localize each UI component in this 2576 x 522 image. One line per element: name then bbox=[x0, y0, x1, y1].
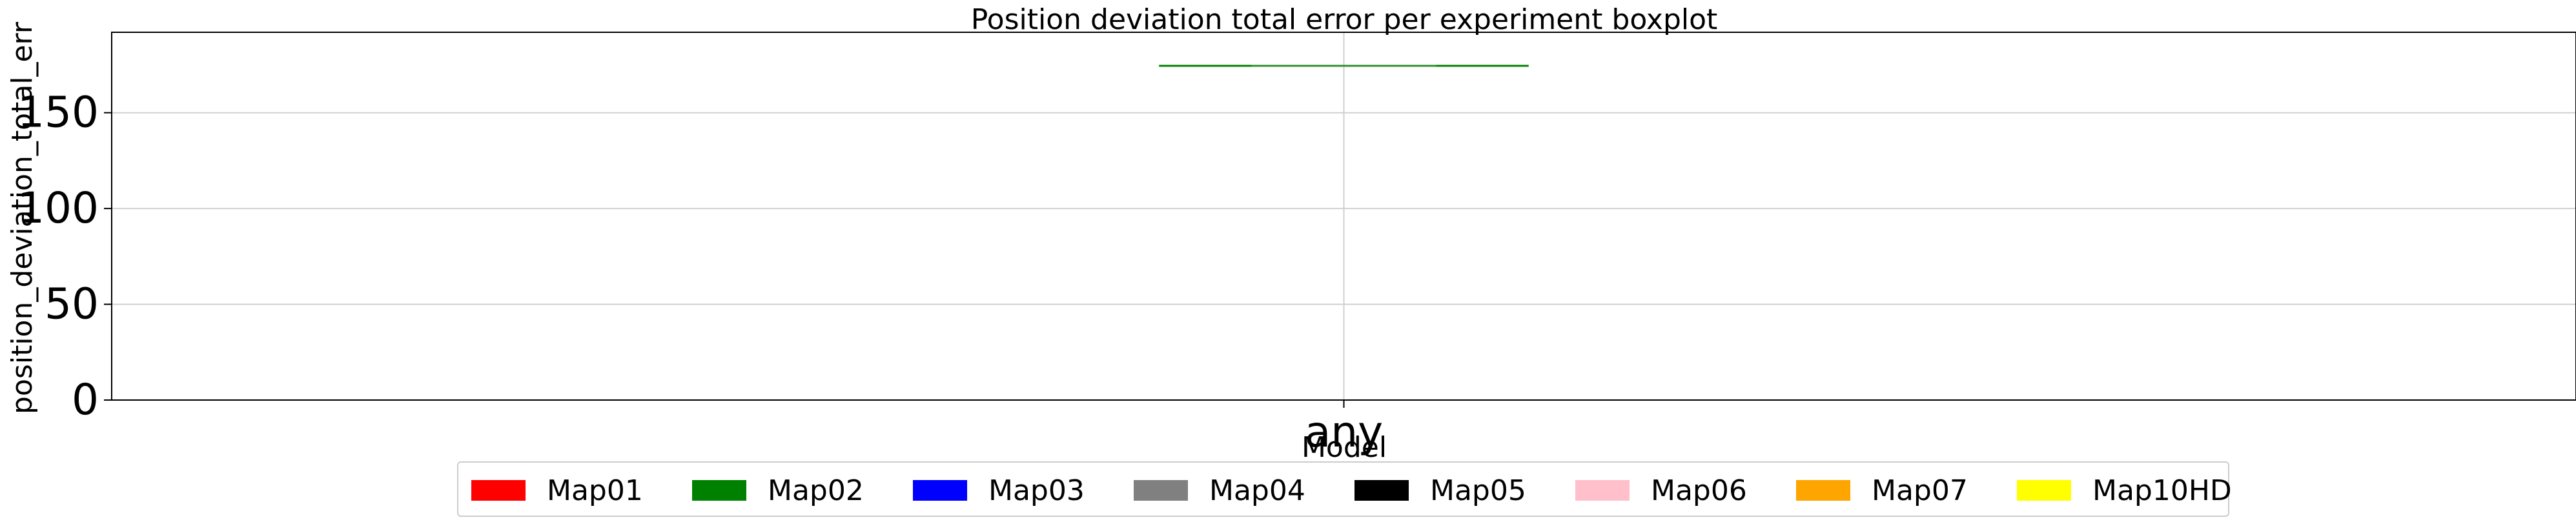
y-tick-label: 100 bbox=[17, 183, 99, 233]
y-tick-label: 150 bbox=[17, 88, 99, 137]
legend-swatch bbox=[1134, 480, 1188, 501]
legend-item-map01: Map01 bbox=[471, 463, 643, 518]
legend-item-map04: Map04 bbox=[1134, 463, 1305, 518]
legend-swatch bbox=[1796, 480, 1850, 501]
legend-label: Map07 bbox=[1872, 474, 1968, 507]
legend-item-map02: Map02 bbox=[692, 463, 864, 518]
legend-swatch bbox=[2017, 480, 2071, 501]
legend-label: Map02 bbox=[768, 474, 864, 507]
chart-legend: Map01 Map02 Map03 Map04 Map05 Map06 Map07 Map10… bbox=[457, 461, 2232, 518]
legend-swatch bbox=[1354, 480, 1409, 501]
y-axis-label: position_deviation_total_err bbox=[6, 21, 39, 414]
y-tick-label: 50 bbox=[45, 279, 99, 329]
legend-swatch bbox=[1575, 480, 1630, 501]
legend-swatch bbox=[692, 480, 746, 501]
legend-label: Map06 bbox=[1651, 474, 1747, 507]
y-tick-label: 0 bbox=[72, 375, 99, 425]
x-tick-label: any bbox=[1305, 407, 1383, 457]
legend-label: Map01 bbox=[547, 474, 643, 507]
gridlines bbox=[112, 32, 2576, 401]
legend-item-map06: Map06 bbox=[1575, 463, 1747, 518]
legend-label: Map05 bbox=[1430, 474, 1526, 507]
legend-item-map10hd: Map10HD bbox=[2017, 463, 2232, 518]
legend-item-map03: Map03 bbox=[913, 463, 1085, 518]
x-axis-ticks: any bbox=[1305, 400, 1383, 457]
legend-label: Map04 bbox=[1209, 474, 1305, 507]
chart-title: Position deviation total error per exper… bbox=[971, 3, 1718, 36]
legend-label: Map03 bbox=[988, 474, 1085, 507]
x-axis-label: Model bbox=[1302, 431, 1387, 464]
legend-item-map07: Map07 bbox=[1796, 463, 1968, 518]
legend-label: Map10HD bbox=[2092, 474, 2232, 507]
y-axis-ticks: 0 50 100 150 bbox=[17, 88, 112, 425]
legend-item-map05: Map05 bbox=[1354, 463, 1526, 518]
legend-swatch bbox=[471, 480, 526, 501]
legend-swatch bbox=[913, 480, 967, 501]
